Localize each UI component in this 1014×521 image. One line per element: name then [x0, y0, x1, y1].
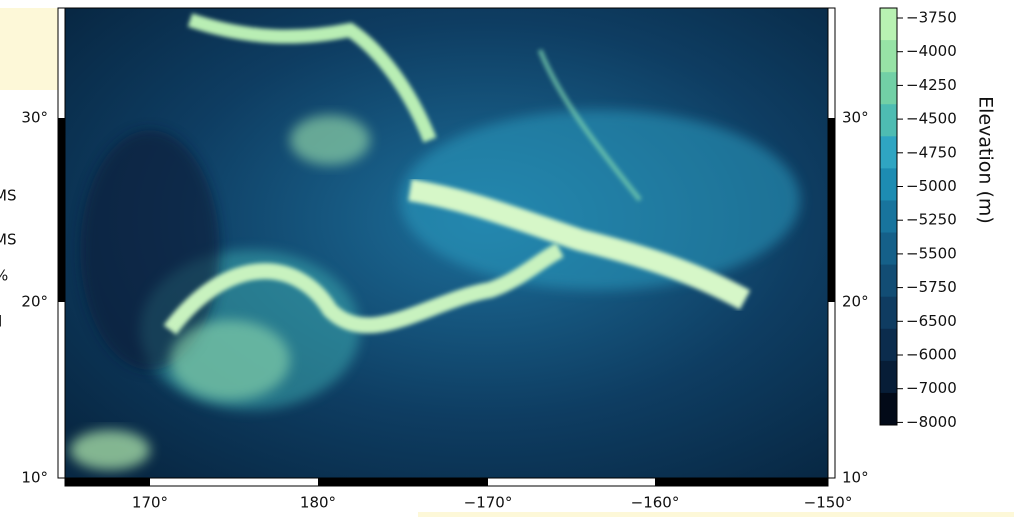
colorbar-band — [880, 40, 897, 73]
lat-label: 30° — [21, 109, 48, 127]
colorbar-label: −4500 — [906, 110, 957, 128]
colorbar-band — [880, 168, 897, 201]
lon-label: 180° — [300, 494, 336, 512]
colorbar-label: −5750 — [906, 278, 957, 296]
colorbar-label: −3750 — [906, 9, 957, 27]
colorbar-label: −8000 — [906, 413, 957, 431]
cropped-panel — [418, 512, 1014, 517]
colorbar-label: −7000 — [906, 379, 957, 397]
bathymetry-image — [65, 8, 828, 478]
lat-label: 20° — [21, 293, 48, 311]
colorbar-band — [880, 360, 897, 394]
colorbar-label: −6500 — [906, 312, 957, 330]
frame — [57, 7, 836, 487]
lon-label: 170° — [132, 494, 168, 512]
colorbar: −3750 −4000 −4250 −4500 −4750 −5000 −5250 −5500… — [879, 7, 997, 431]
cropped-text: % — [0, 267, 8, 285]
colorbar-label: −5500 — [906, 244, 957, 262]
colorbar-band — [880, 136, 897, 169]
colorbar-band — [880, 264, 897, 298]
colorbar-band — [880, 104, 897, 137]
colorbar-label: −5000 — [906, 177, 957, 195]
colorbar-title: Elevation (m) — [975, 96, 997, 224]
lat-label: 20° — [842, 293, 869, 311]
colorbar-label: −4250 — [906, 76, 957, 94]
colorbar-frame — [879, 7, 898, 426]
colorbar-label: −4000 — [906, 42, 957, 60]
cropped-text: ll — [0, 313, 2, 331]
colorbar-band — [880, 392, 897, 426]
lat-label: 10° — [842, 469, 869, 487]
lon-label: −170° — [464, 494, 513, 512]
lat-label: 10° — [21, 469, 48, 487]
colorbar-band — [880, 72, 897, 105]
lon-label: −160° — [631, 494, 680, 512]
colorbar-band — [880, 8, 897, 41]
colorbar-band — [880, 296, 897, 330]
cropped-text: MS — [0, 187, 16, 205]
colorbar-label: −4750 — [906, 143, 957, 161]
colorbar-label: −6000 — [906, 346, 957, 364]
colorbar-band — [880, 200, 897, 234]
cropped-text: MS — [0, 231, 16, 249]
cropped-panel — [0, 8, 58, 90]
colorbar-label: −5250 — [906, 211, 957, 229]
colorbar-band — [880, 328, 897, 362]
lon-label: −150° — [804, 494, 853, 512]
lat-label: 30° — [842, 109, 869, 127]
colorbar-band — [880, 232, 897, 266]
